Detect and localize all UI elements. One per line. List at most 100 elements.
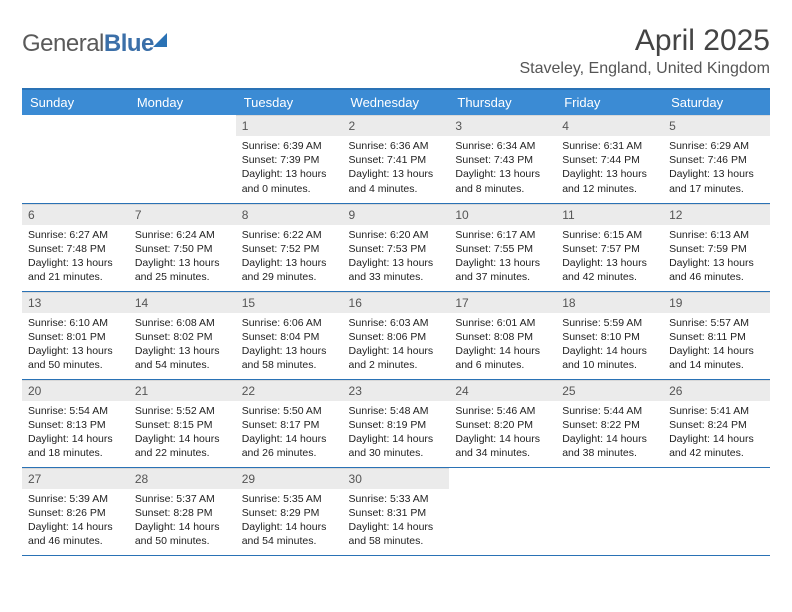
calendar-table: SundayMondayTuesdayWednesdayThursdayFrid…	[22, 88, 770, 556]
weekday-header: Saturday	[663, 89, 770, 115]
day-number: 23	[343, 380, 450, 401]
day-cell: 20Sunrise: 5:54 AMSunset: 8:13 PMDayligh…	[22, 379, 129, 467]
day-number: 16	[343, 292, 450, 313]
empty-cell	[449, 467, 556, 555]
day-body: Sunrise: 6:39 AMSunset: 7:39 PMDaylight:…	[236, 136, 343, 202]
day-cell: 25Sunrise: 5:44 AMSunset: 8:22 PMDayligh…	[556, 379, 663, 467]
empty-cell	[663, 467, 770, 555]
day-body: Sunrise: 5:39 AMSunset: 8:26 PMDaylight:…	[22, 489, 129, 555]
day-cell: 22Sunrise: 5:50 AMSunset: 8:17 PMDayligh…	[236, 379, 343, 467]
day-body: Sunrise: 6:31 AMSunset: 7:44 PMDaylight:…	[556, 136, 663, 202]
day-cell: 7Sunrise: 6:24 AMSunset: 7:50 PMDaylight…	[129, 203, 236, 291]
calendar-row: 13Sunrise: 6:10 AMSunset: 8:01 PMDayligh…	[22, 291, 770, 379]
day-body: Sunrise: 5:48 AMSunset: 8:19 PMDaylight:…	[343, 401, 450, 467]
day-cell: 4Sunrise: 6:31 AMSunset: 7:44 PMDaylight…	[556, 115, 663, 203]
day-body: Sunrise: 6:22 AMSunset: 7:52 PMDaylight:…	[236, 225, 343, 291]
day-body: Sunrise: 6:06 AMSunset: 8:04 PMDaylight:…	[236, 313, 343, 379]
day-cell: 3Sunrise: 6:34 AMSunset: 7:43 PMDaylight…	[449, 115, 556, 203]
day-number: 18	[556, 292, 663, 313]
day-cell: 24Sunrise: 5:46 AMSunset: 8:20 PMDayligh…	[449, 379, 556, 467]
weekday-header: Friday	[556, 89, 663, 115]
day-number: 10	[449, 204, 556, 225]
logo-triangle-icon	[153, 33, 167, 47]
empty-cell	[22, 115, 129, 203]
day-number: 14	[129, 292, 236, 313]
day-cell: 17Sunrise: 6:01 AMSunset: 8:08 PMDayligh…	[449, 291, 556, 379]
day-number: 9	[343, 204, 450, 225]
day-cell: 16Sunrise: 6:03 AMSunset: 8:06 PMDayligh…	[343, 291, 450, 379]
day-number: 1	[236, 115, 343, 136]
calendar-row: 6Sunrise: 6:27 AMSunset: 7:48 PMDaylight…	[22, 203, 770, 291]
day-cell: 5Sunrise: 6:29 AMSunset: 7:46 PMDaylight…	[663, 115, 770, 203]
empty-cell	[556, 467, 663, 555]
day-body: Sunrise: 6:10 AMSunset: 8:01 PMDaylight:…	[22, 313, 129, 379]
day-body: Sunrise: 6:27 AMSunset: 7:48 PMDaylight:…	[22, 225, 129, 291]
day-cell: 12Sunrise: 6:13 AMSunset: 7:59 PMDayligh…	[663, 203, 770, 291]
logo-part1: General	[22, 30, 104, 57]
day-number: 25	[556, 380, 663, 401]
month-title: April 2025	[519, 24, 770, 58]
day-number: 7	[129, 204, 236, 225]
day-body: Sunrise: 5:35 AMSunset: 8:29 PMDaylight:…	[236, 489, 343, 555]
day-cell: 23Sunrise: 5:48 AMSunset: 8:19 PMDayligh…	[343, 379, 450, 467]
calendar-row: 20Sunrise: 5:54 AMSunset: 8:13 PMDayligh…	[22, 379, 770, 467]
day-number: 21	[129, 380, 236, 401]
day-number: 12	[663, 204, 770, 225]
day-number: 8	[236, 204, 343, 225]
day-body: Sunrise: 6:03 AMSunset: 8:06 PMDaylight:…	[343, 313, 450, 379]
day-body: Sunrise: 6:24 AMSunset: 7:50 PMDaylight:…	[129, 225, 236, 291]
day-body: Sunrise: 6:13 AMSunset: 7:59 PMDaylight:…	[663, 225, 770, 291]
weekday-header: Thursday	[449, 89, 556, 115]
day-number: 30	[343, 468, 450, 489]
day-cell: 30Sunrise: 5:33 AMSunset: 8:31 PMDayligh…	[343, 467, 450, 555]
day-number: 29	[236, 468, 343, 489]
day-number: 2	[343, 115, 450, 136]
header: GeneralBlue April 2025 Staveley, England…	[22, 24, 770, 78]
empty-cell	[129, 115, 236, 203]
logo-text: GeneralBlue	[22, 30, 154, 58]
calendar-body: 1Sunrise: 6:39 AMSunset: 7:39 PMDaylight…	[22, 115, 770, 555]
title-block: April 2025 Staveley, England, United Kin…	[519, 24, 770, 78]
day-cell: 10Sunrise: 6:17 AMSunset: 7:55 PMDayligh…	[449, 203, 556, 291]
day-number: 5	[663, 115, 770, 136]
day-cell: 29Sunrise: 5:35 AMSunset: 8:29 PMDayligh…	[236, 467, 343, 555]
day-number: 6	[22, 204, 129, 225]
day-number: 3	[449, 115, 556, 136]
day-cell: 9Sunrise: 6:20 AMSunset: 7:53 PMDaylight…	[343, 203, 450, 291]
day-cell: 11Sunrise: 6:15 AMSunset: 7:57 PMDayligh…	[556, 203, 663, 291]
day-body: Sunrise: 5:37 AMSunset: 8:28 PMDaylight:…	[129, 489, 236, 555]
day-body: Sunrise: 5:57 AMSunset: 8:11 PMDaylight:…	[663, 313, 770, 379]
weekday-header: Tuesday	[236, 89, 343, 115]
calendar-row: 27Sunrise: 5:39 AMSunset: 8:26 PMDayligh…	[22, 467, 770, 555]
day-body: Sunrise: 6:36 AMSunset: 7:41 PMDaylight:…	[343, 136, 450, 202]
weekday-header: Monday	[129, 89, 236, 115]
day-body: Sunrise: 6:29 AMSunset: 7:46 PMDaylight:…	[663, 136, 770, 202]
day-body: Sunrise: 6:20 AMSunset: 7:53 PMDaylight:…	[343, 225, 450, 291]
day-cell: 18Sunrise: 5:59 AMSunset: 8:10 PMDayligh…	[556, 291, 663, 379]
calendar-row: 1Sunrise: 6:39 AMSunset: 7:39 PMDaylight…	[22, 115, 770, 203]
day-body: Sunrise: 6:15 AMSunset: 7:57 PMDaylight:…	[556, 225, 663, 291]
day-number: 15	[236, 292, 343, 313]
calendar-head: SundayMondayTuesdayWednesdayThursdayFrid…	[22, 89, 770, 115]
day-number: 17	[449, 292, 556, 313]
day-number: 11	[556, 204, 663, 225]
day-body: Sunrise: 6:17 AMSunset: 7:55 PMDaylight:…	[449, 225, 556, 291]
day-cell: 28Sunrise: 5:37 AMSunset: 8:28 PMDayligh…	[129, 467, 236, 555]
day-cell: 2Sunrise: 6:36 AMSunset: 7:41 PMDaylight…	[343, 115, 450, 203]
weekday-header: Sunday	[22, 89, 129, 115]
day-number: 26	[663, 380, 770, 401]
day-cell: 26Sunrise: 5:41 AMSunset: 8:24 PMDayligh…	[663, 379, 770, 467]
day-cell: 13Sunrise: 6:10 AMSunset: 8:01 PMDayligh…	[22, 291, 129, 379]
day-number: 4	[556, 115, 663, 136]
day-cell: 19Sunrise: 5:57 AMSunset: 8:11 PMDayligh…	[663, 291, 770, 379]
day-number: 22	[236, 380, 343, 401]
day-cell: 15Sunrise: 6:06 AMSunset: 8:04 PMDayligh…	[236, 291, 343, 379]
day-cell: 8Sunrise: 6:22 AMSunset: 7:52 PMDaylight…	[236, 203, 343, 291]
day-body: Sunrise: 6:08 AMSunset: 8:02 PMDaylight:…	[129, 313, 236, 379]
day-number: 13	[22, 292, 129, 313]
day-cell: 14Sunrise: 6:08 AMSunset: 8:02 PMDayligh…	[129, 291, 236, 379]
day-body: Sunrise: 6:01 AMSunset: 8:08 PMDaylight:…	[449, 313, 556, 379]
day-cell: 21Sunrise: 5:52 AMSunset: 8:15 PMDayligh…	[129, 379, 236, 467]
day-number: 19	[663, 292, 770, 313]
day-body: Sunrise: 5:44 AMSunset: 8:22 PMDaylight:…	[556, 401, 663, 467]
